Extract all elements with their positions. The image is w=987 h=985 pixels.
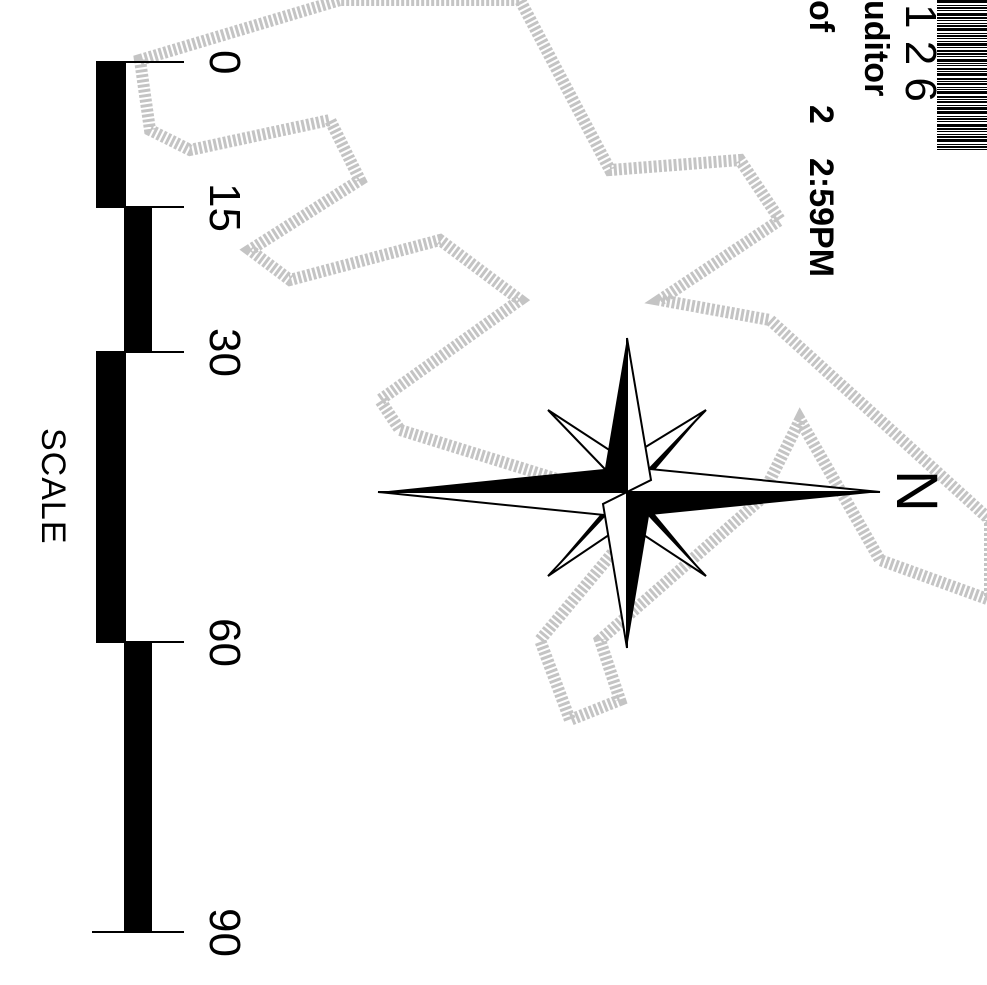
barcode-bar	[937, 99, 987, 100]
barcode-bar	[937, 28, 987, 31]
barcode-bar	[937, 10, 987, 11]
barcode-bar	[937, 71, 987, 72]
barcode-bar	[937, 5, 987, 6]
barcode-bar	[937, 38, 987, 39]
barcode-bar	[937, 7, 987, 9]
scale-segment	[124, 207, 152, 352]
barcode-bar	[937, 107, 987, 110]
barcode-bar	[937, 121, 987, 122]
barcode-bar	[937, 89, 987, 90]
barcode-bar	[937, 81, 987, 82]
barcode-bar	[937, 50, 987, 52]
scale-segment	[96, 352, 126, 642]
compass-main-points	[377, 337, 881, 649]
scale-tick-label: 15	[200, 183, 249, 232]
scale-tick-label: 60	[200, 618, 249, 667]
scale-segment	[96, 62, 126, 207]
barcode-bar	[937, 56, 987, 57]
barcode-bar	[937, 124, 987, 127]
barcode-bar	[937, 149, 987, 150]
barcode-bar	[937, 118, 987, 120]
barcode-bar	[937, 13, 987, 16]
barcode-bar	[937, 136, 987, 138]
barcode-bar	[937, 68, 987, 70]
barcode-bar	[937, 144, 987, 145]
barcode	[937, 0, 987, 150]
barcode-bar	[937, 41, 987, 42]
barcode-bar	[937, 63, 987, 64]
barcode-bar	[937, 87, 987, 88]
barcode-bar	[937, 59, 987, 62]
scale-title: SCALE	[34, 428, 72, 545]
barcode-bar	[937, 73, 987, 76]
barcode-bar	[937, 116, 987, 117]
barcode-bar	[937, 83, 987, 85]
barcode-bar	[937, 111, 987, 114]
barcode-bar	[937, 134, 987, 135]
barcode-bar	[937, 139, 987, 142]
barcode-bar	[937, 23, 987, 24]
barcode-bar	[937, 33, 987, 34]
barcode-bar	[937, 146, 987, 148]
barcode-bar	[937, 20, 987, 21]
barcode-bar	[937, 128, 987, 130]
barcode-bar	[937, 53, 987, 55]
barcode-bar	[937, 91, 987, 94]
barcode-bar	[937, 0, 987, 3]
barcode-bar	[937, 131, 987, 132]
scale-tick-label: 90	[200, 908, 249, 957]
scale-tick-label: 0	[200, 50, 249, 75]
barcode-bar	[937, 43, 987, 46]
scale-tick-label: 30	[200, 328, 249, 377]
barcode-bar	[937, 78, 987, 80]
barcode-bar	[937, 35, 987, 37]
barcode-bar	[937, 101, 987, 103]
barcode-bar	[937, 47, 987, 48]
scale-segment	[124, 642, 152, 932]
barcode-bar	[937, 25, 987, 27]
barcode-bar	[937, 105, 987, 106]
barcode-bar	[937, 96, 987, 98]
barcode-bar	[937, 17, 987, 19]
barcode-bar	[937, 65, 987, 66]
